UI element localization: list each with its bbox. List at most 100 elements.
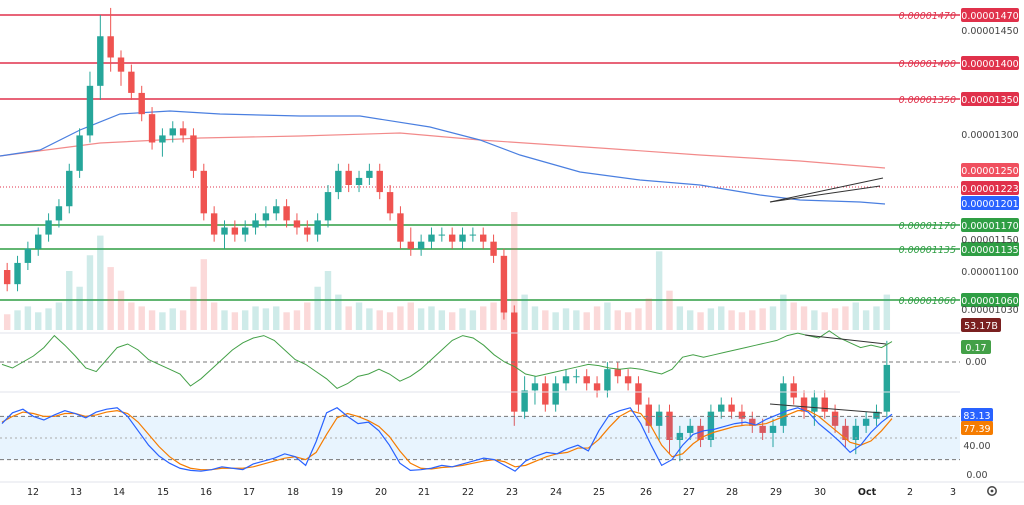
candle-body [438, 234, 446, 236]
volume-bar [407, 302, 414, 330]
candle-body [480, 234, 487, 242]
time-label: 19 [331, 487, 343, 498]
volume-bar [862, 310, 870, 330]
candle-body [790, 383, 797, 398]
stoch-tick: 0.00 [966, 470, 987, 481]
candle-body [666, 411, 673, 441]
volume-bar [635, 308, 642, 330]
ma200-line [0, 132, 886, 169]
volume-bar [759, 308, 766, 330]
candle-body [521, 390, 528, 412]
volume-bar [448, 312, 456, 330]
candle-body [728, 404, 735, 412]
trendlines [769, 177, 884, 203]
volume-bar [345, 306, 352, 330]
candle-body [686, 425, 694, 433]
candle-body [852, 425, 859, 441]
candle-body [293, 220, 301, 228]
candle-body [604, 369, 611, 391]
time-label: 16 [200, 487, 212, 498]
time-label: 28 [726, 487, 738, 498]
time-label: 23 [506, 487, 518, 498]
stoch-rsi-panel[interactable]: 83.13 77.39 40.00 0.00 [0, 403, 993, 481]
price-axis[interactable]: 0.00001450 0.00001300 0.00001150 0.00001100… [961, 26, 1019, 332]
candle-body [397, 213, 404, 242]
volume-bar [159, 312, 166, 330]
time-label: 12 [27, 487, 39, 498]
volume-bar [438, 310, 446, 330]
candle-body [873, 411, 880, 419]
candle-body [107, 36, 114, 58]
candle-body [345, 170, 352, 186]
candle-body [624, 376, 632, 384]
volume-bar [490, 302, 497, 330]
volume-bar [480, 306, 487, 330]
price-trendline [769, 177, 884, 203]
volume-bar [728, 310, 735, 330]
volume-bar [790, 302, 797, 330]
level-label: 0.00001170 [899, 221, 956, 232]
time-label: 27 [683, 487, 695, 498]
candle-body [469, 234, 477, 236]
time-axis[interactable]: 12 13 14 15 16 17 18 19 20 21 22 23 24 25 26 27 28 29 30 Oc… [27, 487, 956, 498]
settings-gear-icon[interactable] [987, 486, 997, 496]
candle-body [428, 234, 435, 242]
stoch-d-line [1, 409, 893, 471]
price-badge-text: 0.00001250 [961, 166, 1018, 177]
price-tick: 0.00001100 [961, 267, 1018, 278]
time-label: 21 [418, 487, 430, 498]
volume-bar [883, 294, 891, 330]
time-label: 26 [640, 487, 652, 498]
candle-body [283, 206, 290, 221]
volume-bar [707, 308, 715, 330]
volume-bar [852, 302, 859, 330]
price-badge-text: 0.00001201 [961, 199, 1018, 210]
level-label: 0.00001060 [899, 296, 956, 307]
candle-body [573, 376, 580, 378]
volume-bar [686, 310, 694, 330]
stoch-k-badge-text: 83.13 [963, 411, 990, 422]
level-label: 0.00001350 [899, 95, 956, 106]
candle-body [676, 432, 684, 441]
volume-bar [500, 290, 508, 330]
candle-body [3, 270, 11, 285]
candle-body [645, 404, 653, 426]
candle-body [221, 227, 228, 235]
level-label: 0.00001135 [899, 245, 956, 256]
level-badge-text: 0.00001170 [961, 221, 1018, 232]
price-trendline [769, 185, 881, 203]
candle-body [366, 170, 373, 178]
volume-bar [14, 310, 21, 330]
volume-bar [24, 306, 32, 330]
candle-body [66, 170, 73, 207]
volume-bar [283, 312, 290, 330]
stoch-k-line [1, 407, 893, 472]
candle-body [749, 418, 756, 426]
candle-body [862, 418, 870, 426]
volume-bar [459, 308, 466, 330]
volume-bar [428, 306, 435, 330]
candle-body [138, 92, 145, 115]
volume-bar [738, 312, 746, 330]
volume-bar [831, 308, 839, 330]
cmf-trendline [804, 334, 887, 345]
candle-body [707, 411, 715, 441]
time-label: 29 [770, 487, 782, 498]
volume-bar [666, 290, 673, 330]
price-tick: 0.00001150 [961, 235, 1018, 246]
volume-bar [231, 312, 239, 330]
volume-bar [624, 312, 632, 330]
volume-bar [324, 271, 332, 330]
volume-bar [780, 294, 787, 330]
volume-bar [749, 310, 756, 330]
candle-body [179, 128, 187, 136]
volume-bar [676, 306, 684, 330]
cmf-panel[interactable]: 0.17 0.00 [0, 330, 991, 389]
level-badge-text: 0.00001350 [961, 95, 1018, 106]
level-badge [961, 92, 1019, 106]
candle-body [45, 220, 52, 235]
time-label: 13 [70, 487, 82, 498]
volume-bar [521, 294, 528, 330]
candle-body [14, 262, 21, 285]
candle-body [800, 397, 808, 412]
